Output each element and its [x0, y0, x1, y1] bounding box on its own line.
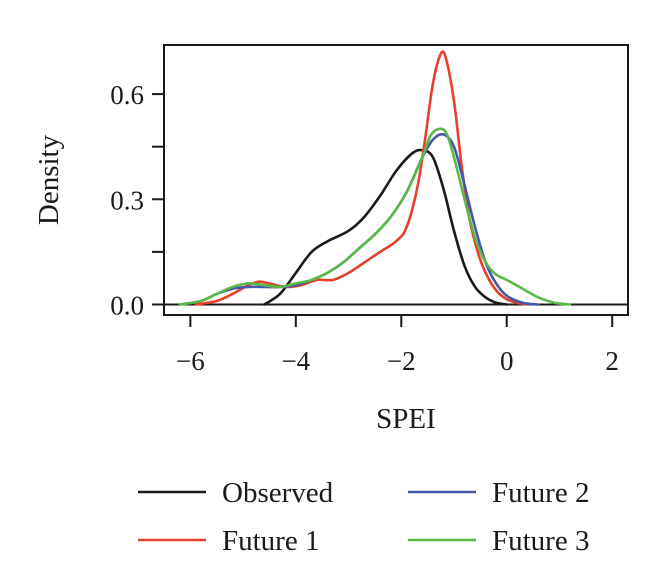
x-tick-label: −2 — [387, 346, 416, 376]
x-tick-label: −6 — [176, 346, 205, 376]
legend: Observed Future 1 Future 2 Future 3 — [138, 477, 589, 557]
legend-label-future-1: Future 1 — [222, 525, 319, 557]
series-line-future-1 — [194, 50, 530, 306]
x-tick-label: 2 — [605, 346, 619, 376]
series-line-future-3 — [178, 127, 572, 306]
y-axis-title: Density — [33, 134, 65, 225]
plot-frame — [163, 44, 629, 316]
plot-area: −6 −4 −2 0 2 0.0 0.3 0.6 — [110, 44, 629, 376]
x-axis-title: SPEI — [376, 403, 436, 435]
y-tick-label: 0.3 — [110, 185, 144, 215]
series-line-observed — [262, 148, 509, 306]
legend-label-future-3: Future 3 — [492, 525, 589, 557]
y-tick-label: 0.6 — [110, 80, 144, 110]
x-tick-label: −4 — [281, 346, 310, 376]
y-tick-label: 0.0 — [110, 290, 144, 320]
x-tick-label: 0 — [500, 346, 514, 376]
legend-label-future-2: Future 2 — [492, 477, 589, 509]
series-line-future-2 — [178, 132, 540, 306]
legend-label-observed: Observed — [222, 477, 334, 509]
